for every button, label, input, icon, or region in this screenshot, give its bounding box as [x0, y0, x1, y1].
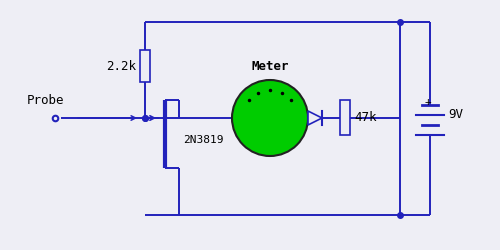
Text: 2N3819: 2N3819 — [183, 135, 224, 145]
Text: Meter: Meter — [252, 60, 289, 72]
Text: 47k: 47k — [354, 111, 376, 124]
Text: 2.2k: 2.2k — [106, 60, 136, 72]
Text: +: + — [424, 97, 432, 107]
Text: 9V: 9V — [448, 108, 463, 122]
Bar — [140, 50, 150, 82]
Text: Probe: Probe — [27, 94, 64, 106]
Bar — [340, 100, 350, 135]
Polygon shape — [308, 111, 322, 125]
Ellipse shape — [232, 80, 308, 156]
